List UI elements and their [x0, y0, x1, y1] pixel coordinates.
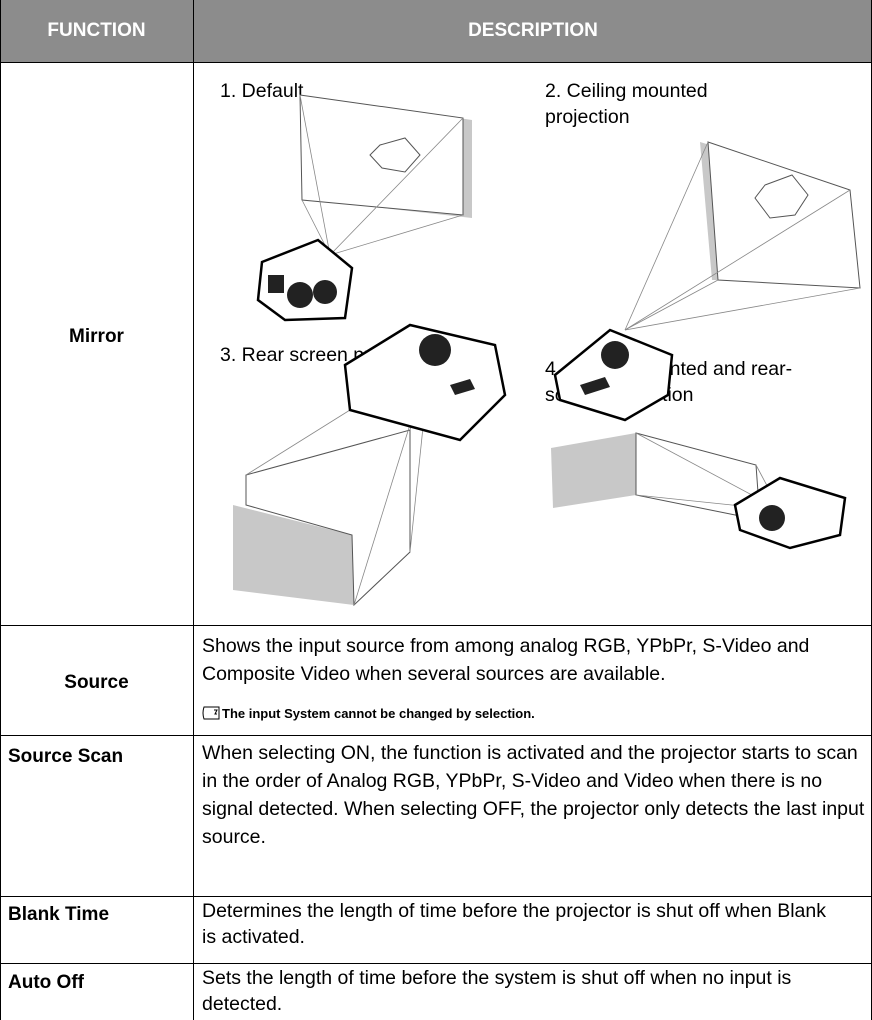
description: Shows the input source from among analog… — [202, 635, 810, 685]
function-name: Blank Time — [8, 904, 110, 925]
option-caption: 1. Default — [220, 80, 304, 102]
description: Determines the length of time before the… — [202, 900, 826, 948]
mirror-illustrations — [233, 94, 861, 607]
projector — [256, 238, 354, 322]
border — [193, 0, 194, 1020]
border — [0, 963, 872, 964]
description: Sets the length of time before the syste… — [202, 967, 792, 1015]
border — [0, 0, 1, 1020]
border — [0, 625, 872, 626]
option-caption: 2. Ceiling mounted projection — [545, 80, 708, 128]
projector — [343, 323, 507, 442]
function-name: Mirror — [69, 326, 124, 347]
function-name: Source Scan — [8, 746, 124, 767]
border — [0, 735, 872, 736]
header-cell: DESCRIPTION — [194, 0, 872, 62]
screen — [233, 505, 354, 605]
border — [0, 62, 872, 63]
screen — [551, 433, 636, 508]
header-cell: FUNCTION — [0, 0, 193, 62]
function-name: Auto Off — [8, 972, 84, 993]
image-hexagon — [369, 137, 421, 173]
projector — [553, 328, 674, 422]
screen — [707, 141, 861, 289]
border — [0, 896, 872, 897]
description: When selecting ON, the function is activ… — [202, 742, 865, 848]
screen — [299, 94, 464, 216]
note-icon — [202, 706, 220, 720]
projector — [733, 476, 847, 550]
function-name: Source — [64, 672, 129, 693]
note: The input System cannot be changed by se… — [222, 706, 535, 721]
